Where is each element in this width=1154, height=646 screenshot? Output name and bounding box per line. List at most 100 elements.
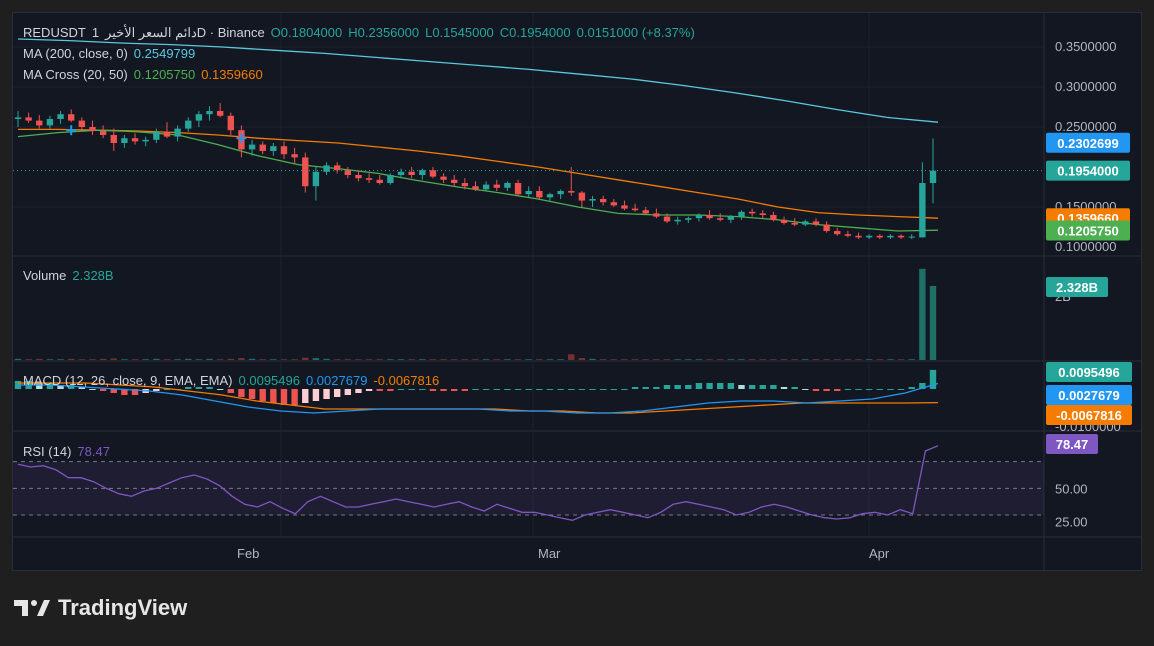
macd-hist-bar [387,389,394,391]
volume-bar [621,359,628,360]
candle [642,207,649,215]
price-label-badge: 0.2302699 [1046,132,1130,153]
candle-body [99,131,107,135]
macd-hist-bar [185,387,192,389]
macd-hist-bar [780,387,788,389]
candle [663,213,671,223]
candle-body [621,205,628,209]
candle-body [461,183,469,187]
symbol-name[interactable]: REDUSDT [23,25,86,40]
ma-cross-legend[interactable]: MA Cross (20, 50) 0.1205750 0.1359660 [23,67,269,82]
time-tick: Apr [869,546,890,561]
volume-bar [185,358,192,360]
macd-hist-bar [163,389,171,390]
macd-legend[interactable]: MACD (12, 26, close, 9, EMA, EMA) 0.00954… [23,373,445,388]
macd-hist-bar [578,389,586,390]
candle [248,139,256,156]
candle-body [440,176,447,180]
candle-body [121,138,128,143]
candle [738,210,745,220]
candle [429,167,437,179]
price-label-text: 0.1205750 [1057,224,1118,239]
rsi-label: RSI (14) [23,444,72,459]
macd-hist-bar [621,389,628,390]
candle-body [36,120,43,126]
macd-hist-bar [451,389,458,391]
tradingview-logo[interactable]: TradingView [14,595,187,621]
volume-label: Volume [23,268,67,283]
candle-body [429,170,437,177]
macd-signal-value: -0.0067816 [373,373,440,388]
macd-hist-bar [812,389,820,391]
macd-hist-bar [440,389,447,391]
macd-hist-bar [685,385,692,389]
rsi-tick: 25.00 [1055,515,1088,530]
price-axis: 0.35000000.30000000.25000000.15000000.10… [1046,39,1132,530]
macd-hist-bar [557,389,564,390]
candle-body [206,111,213,115]
volume-bar [546,359,554,360]
candle-body [599,199,607,203]
macd-hist-bar [355,389,362,393]
candle [365,173,373,183]
candle-body [770,215,777,220]
macd-hist-bar [99,389,107,391]
chart-container[interactable]: 0.3500000 0.3000000 0.2500000 0.1500000 0.10… [12,12,1142,571]
macd-label-badge: -0.0067816 [1046,405,1132,425]
volume-bar [738,359,745,360]
macd-hist-bar [823,389,830,391]
ma200-legend[interactable]: MA (200, close, 0) 0.2549799 [23,46,201,61]
volume-bar [568,354,575,360]
volume-bar [823,359,830,360]
volume-legend[interactable]: Volume 2.328B [23,268,120,283]
interval: 1 [91,25,100,40]
candle [589,195,596,207]
candle-body [748,211,756,214]
volume-bar [493,359,500,360]
volume-bar [344,359,352,360]
volume-bar [280,359,288,360]
candle-body [642,210,649,214]
macd-hist-bar [525,389,532,390]
volume-bar [855,359,862,360]
candle-body [195,114,203,121]
candle-body [493,184,500,188]
candle [748,208,756,217]
volume-bar [68,358,75,360]
ohlc-close: C0.1954000 [499,25,571,40]
volume-bar [57,359,64,360]
volume-bar [802,359,809,360]
volume-bar [110,358,117,360]
candle-body [291,154,298,158]
macd-hist-bar [78,387,86,389]
macd-hist-bar [323,389,330,399]
volume-bar [206,358,213,360]
ma-cross-label: MA Cross (20, 50) [23,67,128,82]
volume-bar [312,358,320,360]
volume-bar [195,359,203,360]
candle [323,162,330,175]
candle-body [355,175,362,179]
macd-hist-bar [546,389,554,390]
candle-body [727,216,735,220]
ma-cross-marker [66,125,77,136]
candle-body [557,191,564,195]
rsi-legend[interactable]: RSI (14) 78.47 [23,444,116,459]
volume-bar [578,358,586,360]
candle-body [408,171,415,175]
candle-body [376,179,383,183]
price-tick: 0.2500000 [1055,119,1116,134]
volume-bar [525,359,532,360]
macd-hist-bar [312,389,320,401]
macd-hist-bar [514,389,522,390]
macd-hist-bar [131,389,139,395]
candle [227,112,234,135]
macd-hist-value: 0.0095496 [238,373,300,388]
candle-body [525,191,532,195]
volume-bar [812,359,820,360]
candle [919,162,926,238]
macd-hist-bar [291,389,298,405]
candle-body [738,211,745,217]
volume-bar [419,359,426,360]
macd-hist-bar [674,385,681,389]
